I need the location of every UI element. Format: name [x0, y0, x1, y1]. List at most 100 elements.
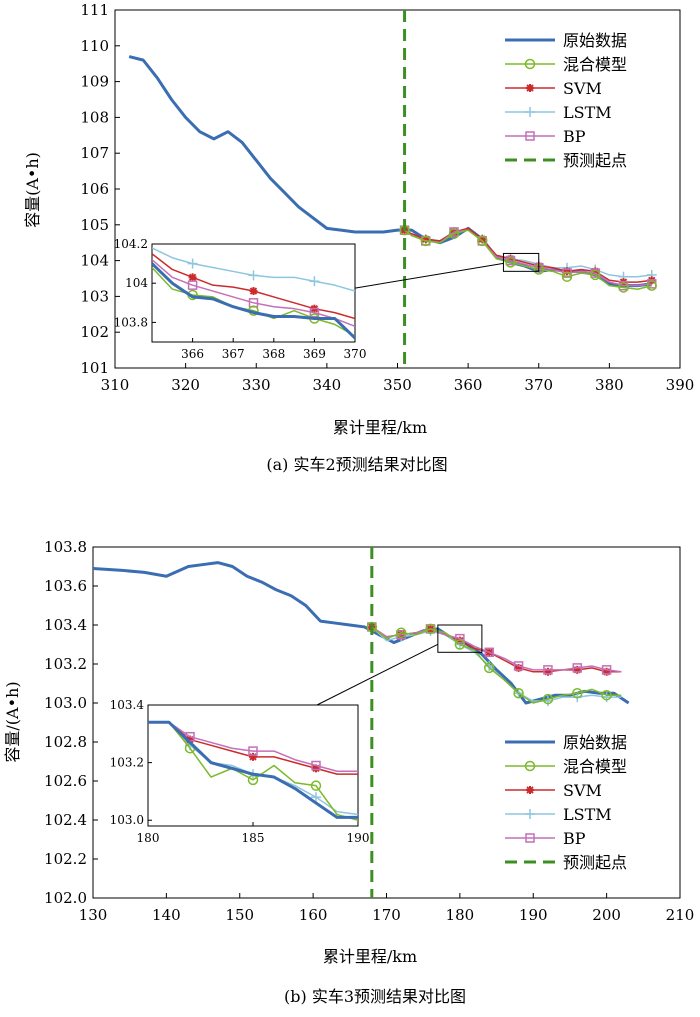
inset-y-tick-label: 103.0	[110, 813, 144, 827]
series-line-混合模型	[371, 626, 622, 704]
y-tick-label: 103.4	[44, 616, 87, 634]
y-axis-label: 容量/(A•h)	[3, 681, 22, 762]
x-tick-label: 210	[666, 906, 695, 924]
series-line-混合模型	[404, 229, 652, 290]
y-tick-label: 102.6	[44, 772, 87, 790]
inset-point-SVM	[188, 273, 197, 282]
y-tick-label: 111	[80, 1, 109, 19]
star-stroke	[526, 84, 534, 92]
y-tick-label: 102	[80, 323, 109, 341]
chart-a: 310 320 330 340 350 360 370 380 390 101 102 103 104 1…	[23, 1, 694, 474]
legend-marker	[525, 833, 535, 843]
legend-label: 原始数据	[563, 733, 627, 752]
x-tick-label: 360	[454, 376, 483, 394]
legend-label: LSTM	[563, 805, 612, 824]
y-tick-label: 102.8	[44, 733, 87, 751]
legend-label: 混合模型	[563, 757, 627, 776]
inset-x-tick-label: 367	[222, 347, 245, 361]
data-point-BP	[513, 661, 524, 671]
legend-label: BP	[563, 127, 586, 146]
x-tick-label: 160	[299, 906, 328, 924]
data-point-BP	[484, 647, 494, 658]
inset-x-tick-label: 369	[303, 347, 326, 361]
inset-y-tick-label: 103.2	[110, 756, 144, 770]
inset-point-SVM	[249, 287, 258, 296]
data-point-LSTM	[601, 692, 612, 703]
y-tick-label: 103.0	[44, 694, 87, 712]
inset-series	[148, 720, 358, 821]
y-tick-label: 107	[80, 144, 109, 162]
data-point-混合模型	[572, 688, 583, 699]
legend-label: SVM	[563, 781, 602, 800]
series-line-LSTM	[371, 626, 622, 702]
y-tick-label: 102.4	[44, 811, 87, 829]
y-tick-label: 101	[80, 359, 109, 377]
x-tick-label: 310	[101, 376, 130, 394]
inset-line-BP	[152, 259, 355, 328]
data-point-LSTM	[542, 696, 553, 707]
inset-point-LSTM	[311, 792, 321, 803]
x-tick-label: 190	[519, 906, 548, 924]
x-tick-label: 150	[225, 906, 254, 924]
data-point-BP	[455, 633, 465, 644]
y-tick-label: 108	[80, 108, 109, 126]
series-line-BP	[371, 626, 622, 673]
y-tick-label: 104	[80, 252, 109, 270]
y-tick-label: 103.2	[44, 655, 87, 673]
legend-label: SVM	[563, 79, 602, 98]
inset-y-tick-label: 104	[125, 276, 148, 290]
x-axis-label: 累计里程/km	[333, 418, 427, 437]
inset-line-混合模型	[148, 721, 358, 821]
data-point-BP	[601, 665, 612, 675]
inset-x-tick-label: 180	[137, 831, 160, 845]
zoom-box	[437, 624, 483, 653]
x-tick-label: 170	[372, 906, 401, 924]
data-point-混合模型	[561, 271, 573, 282]
inset-line-原始数据	[148, 720, 358, 819]
x-tick-label: 140	[152, 906, 181, 924]
legend-label: BP	[563, 829, 586, 848]
legend-label: 预测起点	[563, 151, 627, 170]
y-tick-label: 102.2	[44, 850, 87, 868]
x-tick-label: 200	[592, 906, 621, 924]
inset-y-tick-label: 104.2	[114, 237, 148, 251]
data-point-LSTM	[484, 660, 495, 671]
inset-y-tick-label: 103.4	[110, 698, 145, 712]
inset-point-BP	[309, 307, 320, 318]
data-point-混合模型	[425, 623, 436, 635]
zoom-connector	[354, 262, 504, 289]
inset-x-tick-label: 368	[262, 347, 285, 361]
legend-label: 预测起点	[563, 853, 627, 872]
data-point-BP	[572, 663, 583, 673]
legend-marker	[525, 809, 535, 819]
legend-marker	[524, 760, 536, 772]
inset-frame	[147, 704, 359, 827]
inset-x-tick-label: 370	[344, 347, 367, 361]
inset-series	[152, 247, 355, 340]
data-point-混合模型	[590, 269, 601, 281]
inset-point-BP	[187, 280, 198, 290]
inset-line-原始数据	[152, 262, 355, 340]
data-point-混合模型	[646, 280, 657, 291]
star-stroke	[526, 786, 534, 794]
inset-point-混合模型	[310, 780, 322, 791]
series-line-原始数据	[92, 561, 630, 705]
data-point-混合模型	[395, 627, 407, 639]
data-point-混合模型	[513, 688, 524, 699]
data-point-混合模型	[505, 257, 516, 268]
data-point-混合模型	[454, 639, 466, 650]
y-tick-label: 105	[80, 216, 109, 234]
data-point-混合模型	[601, 689, 612, 701]
legend-marker	[526, 786, 534, 794]
legend-marker	[525, 107, 535, 117]
x-tick-label: 130	[79, 906, 108, 924]
inset-point-LSTM	[309, 276, 320, 287]
x-tick-label: 380	[595, 376, 624, 394]
x-tick-label: 390	[666, 376, 695, 394]
y-axis-label: 容量(A•h)	[23, 152, 42, 228]
inset-point-LSTM	[187, 258, 198, 269]
zoom-box	[502, 252, 540, 272]
y-tick-label: 110	[80, 37, 109, 55]
